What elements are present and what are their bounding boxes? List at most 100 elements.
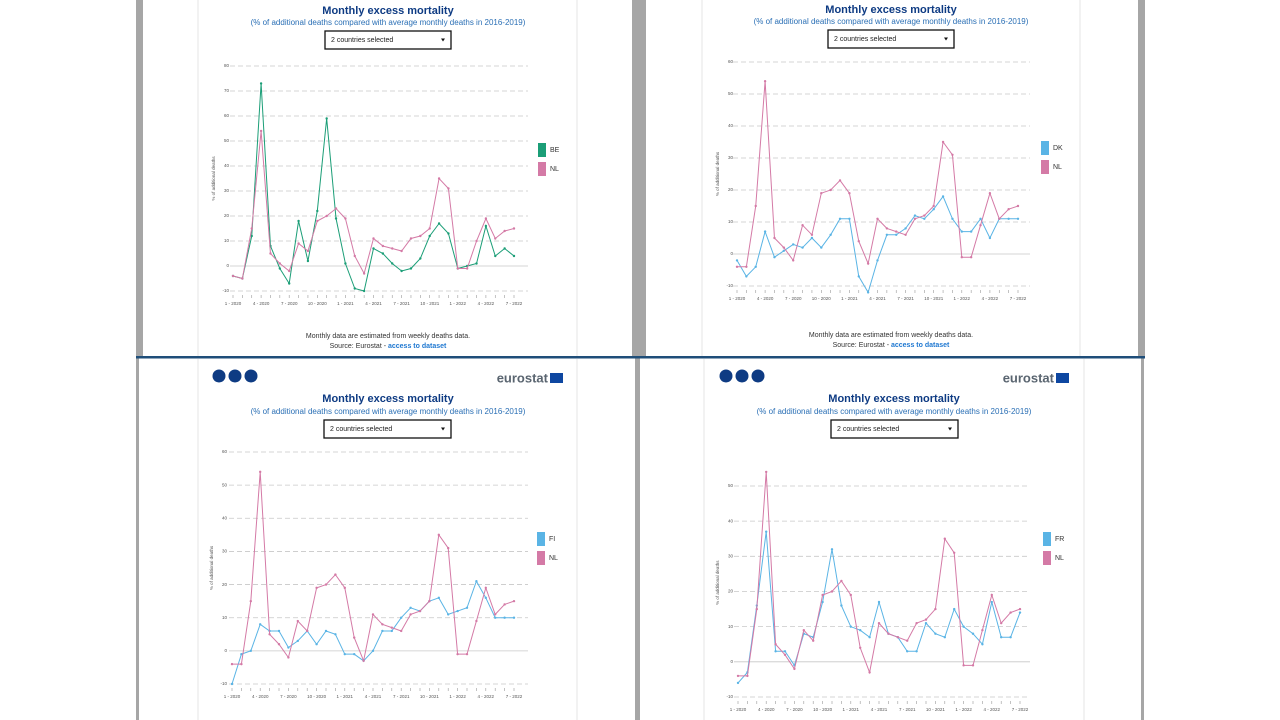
data-point [428,599,431,603]
data-point [475,239,478,243]
source-link[interactable]: access to dataset [388,343,447,350]
data-point [334,573,337,576]
data-point [971,632,975,635]
share-icon[interactable] [244,369,258,383]
data-point [923,214,926,217]
data-point [953,551,956,555]
data-point [857,240,860,243]
data-point [941,140,945,144]
data-point [409,613,412,616]
data-point [315,586,318,590]
data-point [962,664,965,667]
share-icon[interactable] [719,369,733,383]
x-tick-label: 7 - 2021 [393,694,410,699]
data-point [923,217,926,220]
data-point [419,234,422,238]
source-link[interactable]: access to dataset [891,342,950,349]
eu-flag [550,373,563,383]
share-icon[interactable] [228,369,242,383]
data-point [512,254,516,258]
data-point [934,632,937,635]
x-tick-label: 4 - 2020 [757,296,774,301]
x-tick-label: 1 - 2020 [225,301,242,306]
data-point [988,236,992,240]
data-point [906,639,909,642]
x-tick-label: 7 - 2021 [897,296,914,301]
dropdown[interactable] [827,29,955,49]
data-point [428,227,431,230]
y-tick-label: 20 [224,213,230,218]
data-point [344,262,347,265]
dropdown[interactable] [830,419,959,439]
data-point [896,636,899,639]
data-point [859,628,862,632]
x-tick-label: 1 - 2021 [337,301,354,306]
data-point [465,267,469,270]
chart-title: Monthly excess mortality [825,4,957,16]
dropdown-caret [441,38,445,42]
x-tick-label: 1 - 2021 [337,694,354,699]
dropdown[interactable] [323,419,452,439]
x-tick-label: 4 - 2021 [365,694,382,699]
data-point [259,129,263,133]
y-tick-label: 10 [222,615,228,620]
footnote: Monthly data are estimated from weekly d… [306,333,470,340]
data-point [484,224,488,228]
source-text: Source: Eurostat - [833,342,891,349]
data-point [297,242,300,245]
x-tick-label: 1 - 2021 [843,707,860,712]
dropdown-label: 2 countries selected [330,426,392,433]
x-tick-label: 10 - 2020 [813,707,833,712]
frame-bar [632,0,646,357]
data-point [343,652,346,656]
y-tick-label: 80 [224,63,230,68]
data-point [249,649,252,653]
x-tick-label: 7 - 2022 [506,301,523,306]
share-icon[interactable] [735,369,749,383]
x-tick-label: 1 - 2020 [224,694,241,699]
data-point [419,257,422,260]
data-point [371,613,375,616]
logo: eurostat [1003,370,1055,385]
legend-label: NL [549,555,558,562]
data-point [773,256,776,259]
data-point [924,621,928,625]
data-point [1016,217,1020,220]
data-point [250,234,253,238]
share-icon[interactable] [751,369,765,383]
share-icon[interactable] [212,369,226,383]
data-point [1007,217,1010,220]
data-point [754,204,757,208]
x-tick-label: 7 - 2020 [786,707,803,712]
x-tick-label: 4 - 2020 [253,301,270,306]
data-point [362,272,366,275]
x-tick-label: 1 - 2022 [954,296,971,301]
data-point [849,593,852,597]
x-tick-label: 10 - 2021 [924,296,944,301]
dropdown[interactable] [324,30,452,50]
x-tick-label: 7 - 2022 [1010,296,1027,301]
data-point [895,233,898,236]
frame-bar [136,358,139,720]
data-point [951,153,954,156]
data-point [868,636,871,639]
x-tick-label: 10 - 2020 [307,694,327,699]
data-point [512,599,516,603]
data-point [390,626,393,629]
data-point [230,662,234,666]
data-point [736,681,740,685]
data-point [306,259,310,263]
data-point [979,217,982,220]
x-tick-label: 7 - 2022 [1012,707,1029,712]
x-tick-label: 4 - 2022 [478,694,495,699]
data-point [941,195,945,198]
data-point [969,256,973,259]
y-tick-label: 30 [224,188,230,193]
legend-label: FR [1055,536,1064,543]
frame-bar [635,358,640,720]
dropdown-caret [441,427,445,431]
data-point [484,586,487,590]
data-point [268,633,271,636]
y-tick-label: 10 [224,238,230,243]
